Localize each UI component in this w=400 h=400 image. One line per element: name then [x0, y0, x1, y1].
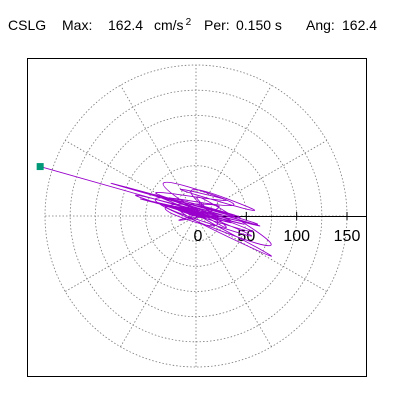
- x-tick-label-150: 150: [334, 228, 361, 245]
- x-axis-ticks: 50 100 150 0: [194, 212, 361, 245]
- station-code: CSLG: [8, 17, 47, 33]
- max-value: 162.4: [108, 17, 144, 33]
- x-tick-label-100: 100: [283, 228, 310, 245]
- max-unit: cm/s 2: [154, 15, 191, 38]
- angle-label: Ang:: [306, 17, 335, 33]
- x-tick-label-0: 0: [194, 228, 203, 245]
- max-label: Max:: [62, 17, 93, 33]
- period-value: 0.150 s: [236, 17, 282, 33]
- peak-marker: [36, 163, 44, 171]
- orbit-traces: [110, 181, 272, 257]
- x-tick-label-50: 50: [237, 228, 255, 245]
- orbit-trace-0: [110, 181, 272, 257]
- period-label: Per:: [204, 17, 230, 33]
- max-unit-exponent: 2: [185, 17, 192, 28]
- peak-ray: [40, 166, 205, 214]
- peak-layer: [36, 163, 205, 214]
- plot-frame: [27, 58, 367, 377]
- angle-value: 162.4: [342, 17, 378, 33]
- max-unit-text: cm/s: [154, 17, 184, 33]
